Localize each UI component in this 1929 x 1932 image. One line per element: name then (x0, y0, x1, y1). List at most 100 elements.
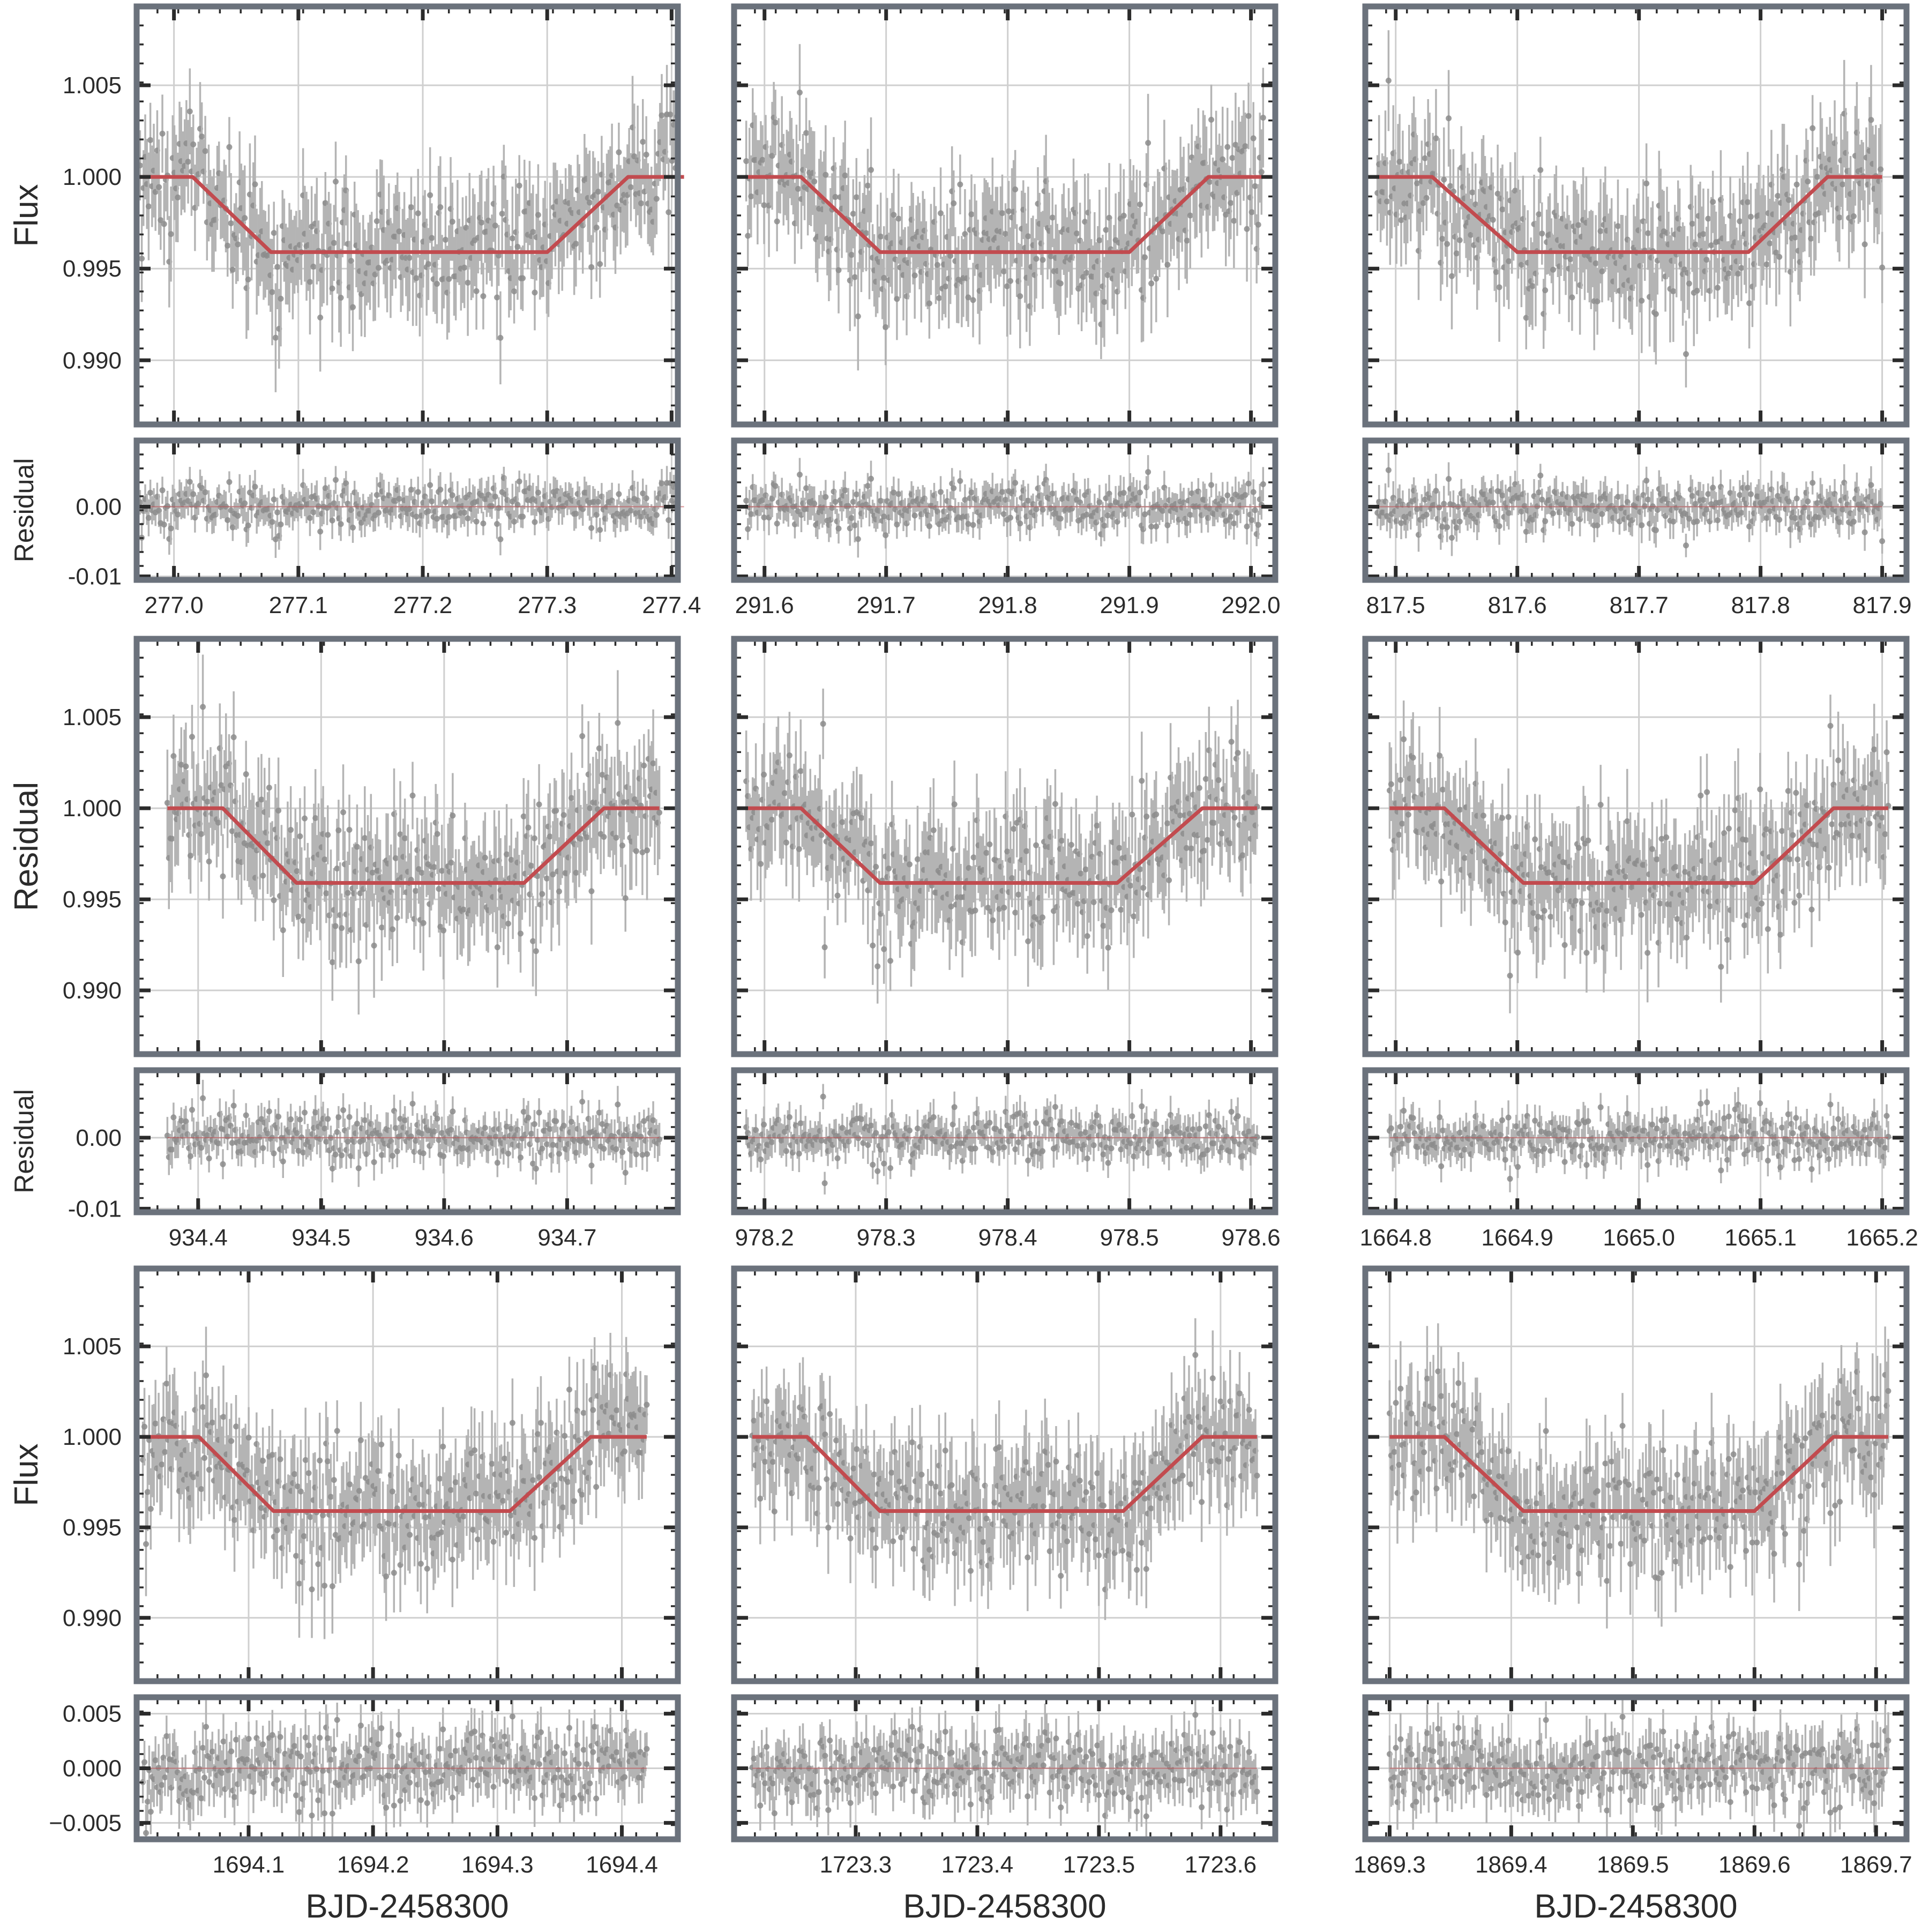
data-point (205, 799, 211, 804)
data-point (1386, 467, 1392, 473)
data-point (146, 204, 152, 210)
data-point (532, 289, 537, 295)
data-point (331, 240, 337, 246)
data-point (1537, 473, 1543, 479)
data-point (535, 212, 541, 218)
data-point (1249, 209, 1255, 215)
data-point (595, 499, 601, 505)
data-point (425, 261, 431, 267)
x-tick-label: 291.6 (735, 592, 794, 618)
data-point (1436, 504, 1442, 510)
data-point (1422, 155, 1428, 161)
data-point (393, 855, 399, 861)
data-point (161, 221, 167, 227)
data-point (1878, 167, 1883, 173)
data-point (1519, 262, 1524, 268)
data-point (511, 519, 517, 525)
data-point (597, 527, 603, 533)
data-point (1745, 485, 1751, 491)
data-point (450, 492, 455, 498)
data-point (1103, 227, 1109, 233)
data-point (228, 220, 234, 226)
data-point (1164, 523, 1170, 528)
data-point (371, 943, 377, 949)
data-point (1735, 271, 1741, 277)
data-point (356, 958, 362, 964)
data-point (1137, 202, 1143, 207)
data-point (965, 521, 971, 527)
data-point (1017, 293, 1023, 299)
data-point (266, 785, 272, 790)
data-point (1593, 260, 1599, 266)
data-point (1710, 484, 1716, 490)
data-point (535, 490, 541, 496)
data-point (849, 252, 855, 258)
data-point (437, 487, 443, 493)
data-point (588, 264, 594, 270)
data-point (1160, 508, 1165, 514)
data-point (1670, 519, 1676, 525)
data-point (842, 173, 848, 178)
data-point (1490, 217, 1496, 223)
data-point (1745, 199, 1751, 205)
data-point (350, 525, 356, 531)
data-point (139, 256, 145, 262)
data-point (1643, 181, 1649, 187)
data-point (1689, 493, 1695, 499)
data-point (317, 528, 323, 534)
data-point (280, 927, 286, 933)
data-point (431, 864, 437, 870)
data-point (1454, 250, 1460, 256)
data-point (951, 485, 956, 491)
data-point (855, 314, 861, 319)
data-point (1523, 315, 1529, 320)
data-point (230, 525, 236, 531)
data-point (231, 734, 237, 740)
data-point (1590, 503, 1596, 509)
data-point (1693, 242, 1699, 248)
data-point (1655, 507, 1661, 513)
data-point (1050, 491, 1056, 497)
data-point (1260, 115, 1266, 121)
data-point (446, 514, 452, 520)
data-point (1530, 283, 1536, 289)
data-point (1433, 488, 1439, 494)
data-point (260, 872, 266, 878)
data-point (1862, 241, 1868, 247)
data-point (497, 335, 503, 341)
data-point (489, 503, 495, 509)
data-point (226, 144, 232, 150)
data-point (743, 498, 749, 504)
data-point (829, 505, 835, 511)
data-point (296, 914, 302, 920)
data-point (1012, 187, 1018, 192)
data-point (461, 510, 467, 516)
data-point (797, 472, 803, 478)
data-point (362, 835, 368, 841)
data-point (1229, 496, 1235, 502)
data-point (413, 888, 418, 894)
data-points (134, 466, 687, 558)
data-point (408, 487, 414, 493)
data-point (883, 324, 888, 330)
data-point (520, 514, 526, 520)
data-point (274, 509, 280, 515)
data-point (496, 505, 502, 511)
data-point (1575, 222, 1581, 228)
data-point (330, 518, 335, 524)
data-point (1746, 300, 1752, 306)
data-point (1810, 125, 1815, 131)
data-point (160, 487, 166, 493)
data-point (504, 852, 510, 857)
data-point (1444, 524, 1450, 530)
data-point (628, 184, 634, 190)
data-point (1228, 513, 1233, 519)
data-point (951, 200, 956, 206)
data-point (1519, 509, 1524, 514)
data-point (322, 856, 327, 862)
data-point (587, 200, 593, 206)
data-point (169, 836, 175, 841)
data-point (1542, 287, 1548, 293)
data-point (374, 492, 380, 498)
data-point (1653, 311, 1659, 317)
